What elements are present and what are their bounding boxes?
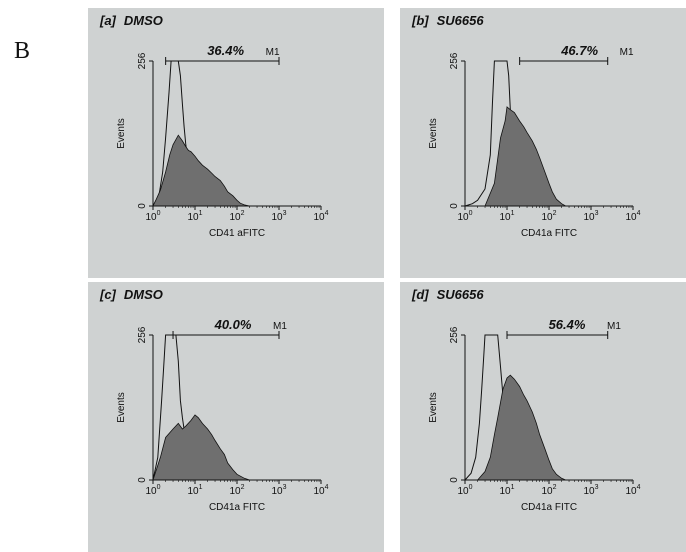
histogram-filled-series [152,414,250,481]
y-tick-label: 256 [449,52,460,69]
x-tick-label: 100 [145,484,160,497]
treatment-label: SU6656 [437,13,485,28]
y-tick-label: 0 [137,477,148,483]
marker-percent: 36.4% [207,43,244,58]
y-axis-label: Events [116,118,127,149]
histogram-filled-series [152,134,250,207]
marker-name: M1 [620,47,634,58]
x-tick-label: 100 [457,484,472,497]
histogram-plot-d: [d] SU6656 0 256 Events 100 101 102 103 104 CD41a … [411,287,641,513]
panel-label: [a] [99,13,117,28]
x-tick-label: 100 [457,210,472,223]
histogram-panel-d: [d] SU6656 0 256 Events 100 101 102 103 104 CD41a … [400,282,686,552]
y-tick-label: 256 [449,326,460,343]
panel-label: [b] [411,13,429,28]
x-tick-label: 102 [541,210,556,223]
histogram-panel-c: [c] DMSO 0 256 Events 100 101 102 103 104 CD41a FI… [88,282,384,552]
y-tick-label: 256 [137,326,148,343]
histogram-plot-a: [a] DMSO 0 256 Events 100 101 102 103 104 CD41 aFI… [99,13,329,239]
treatment-label: DMSO [124,13,163,28]
x-tick-label: 101 [187,484,202,497]
x-tick-label: 101 [499,484,514,497]
marker-percent: 46.7% [560,43,598,58]
x-tick-label: 103 [271,210,286,223]
y-tick-label: 0 [449,477,460,483]
x-tick-label: 102 [229,210,244,223]
figure-letter: B [14,38,31,64]
panel-title: [c] DMSO [99,287,163,302]
panel-title: [d] SU6656 [411,287,484,302]
panel-title: [a] DMSO [99,13,163,28]
treatment-label: SU6656 [437,287,485,302]
panel-label: [d] [411,287,429,302]
histogram-panel-a: [a] DMSO 0 256 Events 100 101 102 103 104 CD41 aFI… [88,8,384,278]
x-tick-label: 104 [625,210,640,223]
x-tick-label: 104 [313,484,328,497]
marker-percent: 56.4% [549,317,586,332]
panel-label: [c] [99,287,117,302]
marker-percent: 40.0% [214,317,252,332]
x-axis-label: CD41a FITC [521,228,577,239]
x-tick-label: 101 [499,210,514,223]
panel-title: [b] SU6656 [411,13,484,28]
histogram-plot-b: [b] SU6656 0 256 Events 100 101 102 103 104 CD41a … [411,13,641,239]
x-tick-label: 101 [187,210,202,223]
treatment-label: DMSO [124,287,163,302]
y-axis-label: Events [428,392,439,423]
x-tick-label: 104 [625,484,640,497]
marker-name: M1 [607,321,621,332]
histogram-panel-b: [b] SU6656 0 256 Events 100 101 102 103 104 CD41a … [400,8,686,278]
histogram-filled-series [484,106,568,207]
x-axis-label: CD41 aFITC [209,228,265,239]
x-tick-label: 103 [583,210,598,223]
y-tick-label: 0 [137,203,148,209]
x-tick-label: 104 [313,210,328,223]
x-tick-label: 100 [145,210,160,223]
x-tick-label: 102 [541,484,556,497]
y-tick-label: 256 [137,52,148,69]
histogram-filled-series [476,374,566,481]
marker-name: M1 [273,321,287,332]
x-tick-label: 103 [583,484,598,497]
x-tick-label: 102 [229,484,244,497]
marker-name: M1 [266,47,280,58]
y-axis-label: Events [116,392,127,423]
x-tick-label: 103 [271,484,286,497]
x-axis-label: CD41a FITC [209,502,265,513]
y-tick-label: 0 [449,203,460,209]
histogram-plot-c: [c] DMSO 0 256 Events 100 101 102 103 104 CD41a FI… [99,287,329,513]
y-axis-label: Events [428,118,439,149]
x-axis-label: CD41a FITC [521,502,577,513]
